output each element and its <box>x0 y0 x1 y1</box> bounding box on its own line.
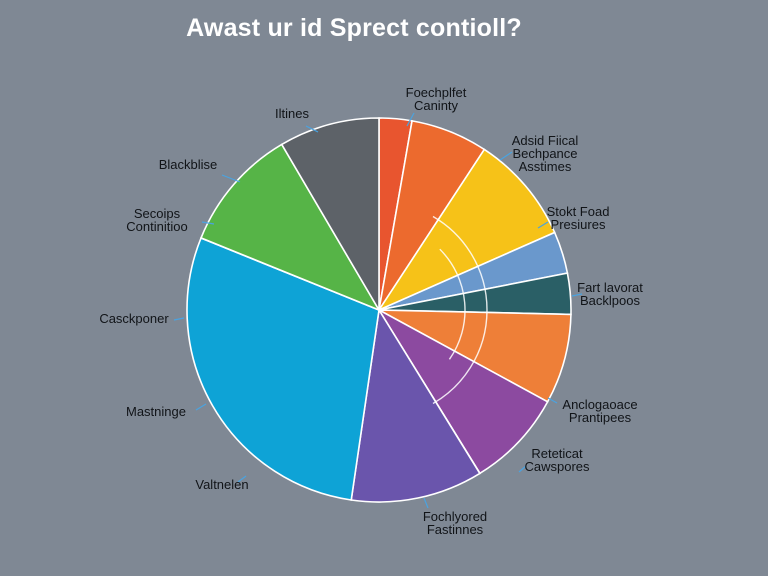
leader-line <box>423 497 429 509</box>
slice-label-line: Fochlyored <box>423 509 487 524</box>
slice-label: Casckponer <box>99 311 169 326</box>
slice-label: Fochlyored Fastinnes <box>423 509 487 537</box>
slice-labels: Foechplfet Caninty Iltines Blackblise Adsid … <box>99 85 643 537</box>
leader-line <box>499 151 513 161</box>
slice-label-line: Cawspores <box>524 459 590 474</box>
pie-slice <box>280 117 380 313</box>
slice-label: Fart lavorat Backlpoos <box>577 280 643 308</box>
leader-line <box>518 465 527 473</box>
slice-label-line: Presiures <box>551 217 606 232</box>
slice-label-line: Backlpoos <box>580 293 640 308</box>
leader-line <box>237 475 247 483</box>
slice-label-line: Casckponer <box>99 311 169 326</box>
leader-line <box>221 174 241 183</box>
pie-slice <box>350 307 481 503</box>
slice-label-line: Anclogaoace <box>562 397 637 412</box>
slice-label-line: Fastinnes <box>427 522 484 537</box>
leader-lines <box>173 112 583 509</box>
slice-label: Stokt Foad Presiures <box>547 204 610 232</box>
slice-label-line: Bechpance <box>512 146 577 161</box>
slice-label: Blackblise <box>159 157 218 172</box>
leader-line <box>173 317 185 321</box>
slice-label: Mastninge <box>126 404 186 419</box>
slice-label-line: Mastninge <box>126 404 186 419</box>
slice-label: Anclogaoace Prantipees <box>562 397 637 425</box>
leader-line <box>305 125 319 133</box>
slice-label-line: Prantipees <box>569 410 632 425</box>
slice-label: Foechplfet Caninty <box>406 85 467 113</box>
slice-label-line: Blackblise <box>159 157 218 172</box>
slice-label-line: Stokt Foad <box>547 204 610 219</box>
slice-label-line: Continitioo <box>126 219 187 234</box>
slice-label-line: Asstimes <box>519 159 572 174</box>
leader-line <box>547 397 558 404</box>
leader-line <box>201 221 215 225</box>
pie-slice <box>186 236 380 501</box>
slice-label-line: Iltines <box>275 106 309 121</box>
inner-arc <box>432 215 488 405</box>
pie-slices <box>186 117 572 503</box>
slice-label-line: Valtnelen <box>195 477 248 492</box>
chart-title: Awast ur id Sprect contioll? <box>186 14 522 42</box>
pie-slice <box>376 148 556 312</box>
slice-label: Reteticat Cawspores <box>524 446 590 474</box>
slice-label-line: Foechplfet <box>406 85 467 100</box>
slice-label-line: Adsid Fiical <box>512 133 579 148</box>
slice-label-line: Secoips <box>134 206 181 221</box>
slice-label: Iltines <box>275 106 309 121</box>
leader-line <box>406 112 415 127</box>
slice-label: Valtnelen <box>195 477 248 492</box>
inner-arcs <box>432 215 488 405</box>
leader-line <box>537 221 549 229</box>
leader-line <box>571 293 583 297</box>
slice-label: Adsid Fiical Bechpance Asstimes <box>512 133 579 174</box>
pie-slice <box>376 307 549 475</box>
inner-arc <box>439 248 466 360</box>
pie-slice <box>199 143 381 312</box>
slice-label-line: Reteticat <box>531 446 583 461</box>
leader-line <box>195 403 207 411</box>
slice-label-line: Caninty <box>414 98 459 113</box>
slice-label: Secoips Continitioo <box>126 206 187 234</box>
slice-label-line: Fart lavorat <box>577 280 643 295</box>
